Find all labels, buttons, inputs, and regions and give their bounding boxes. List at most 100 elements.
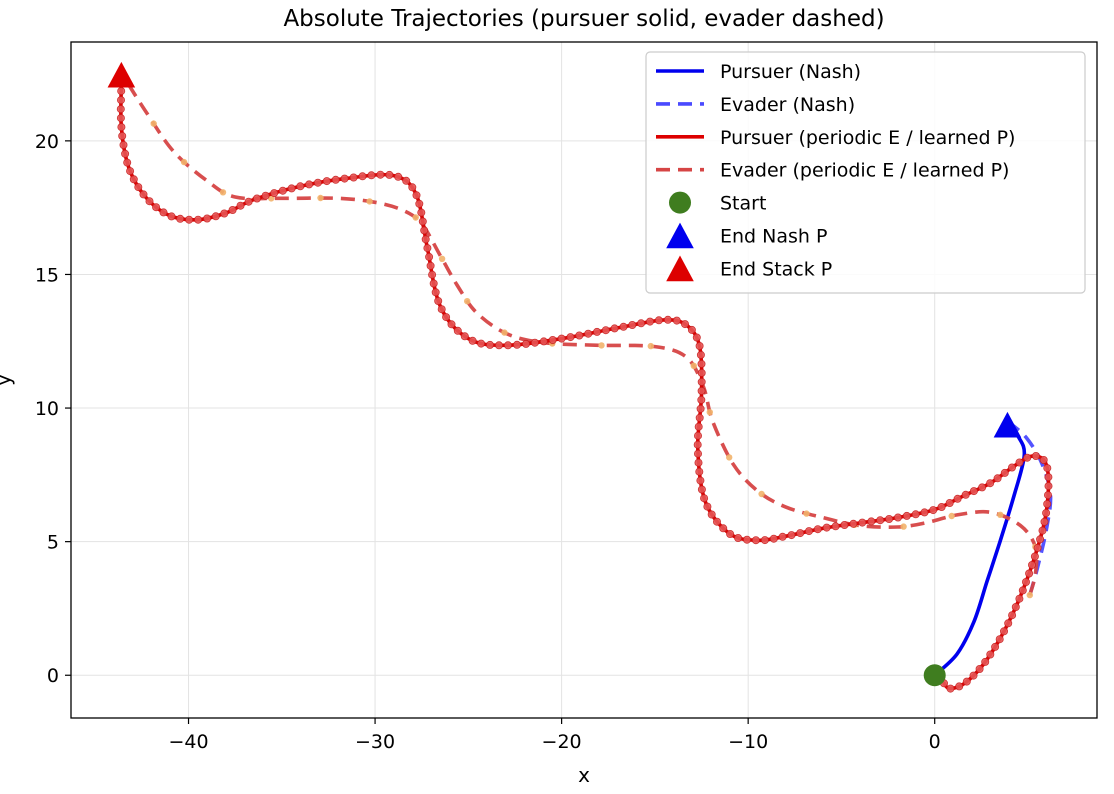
pursuer-sample-point [1028,561,1037,570]
pursuer-sample-point [769,534,778,543]
pursuer-sample-point [975,665,984,674]
pursuer-sample-point [778,532,787,541]
pursuer-sample-point [700,494,709,503]
pursuer-sample-point [969,487,978,496]
pursuer-sample-point [1043,499,1052,508]
legend-label: End Nash P [720,226,827,248]
pursuer-sample-point [696,350,705,359]
pursuer-sample-point [185,215,194,224]
pursuer-sample-point [1044,491,1053,500]
pursuer-sample-point [313,178,322,187]
pursuer-sample-point [1023,453,1032,462]
pursuer-sample-point [159,208,168,217]
pursuer-sample-point [434,296,443,305]
pursuer-sample-point [719,524,728,533]
pursuer-sample-point [1015,458,1024,467]
pursuer-sample-point [986,650,995,659]
pursuer-sample-point [270,189,279,198]
evader-sample-point [726,454,733,461]
evader-sample-point [598,342,605,349]
pursuer-sample-point [962,677,971,686]
pursuer-sample-point [468,336,477,345]
pursuer-sample-point [1022,578,1031,587]
legend-label: Start [720,193,766,215]
pursuer-sample-point [1000,468,1009,477]
pursuer-sample-point [129,175,138,184]
evader-sample-point [180,158,188,166]
pursuer-sample-point [1043,464,1052,473]
evader-sample-point [997,511,1004,518]
pursuer-sample-point [123,158,132,167]
pursuer-sample-point [121,149,130,158]
evader-sample-point [501,329,508,336]
pursuer-sample-point [584,329,593,338]
pursuer-sample-point [697,359,706,368]
pursuer-sample-point [697,485,706,494]
pursuer-sample-point [681,320,690,329]
pursuer-sample-point [902,511,911,520]
pursuer-sample-point [697,368,706,377]
pursuer-sample-point [539,337,548,346]
pursuer-sample-point [694,458,703,467]
pursuer-sample-point [494,341,503,350]
pursuer-sample-point [1036,535,1045,544]
pursuer-sample-point [726,530,735,539]
pursuer-sample-point [557,334,566,343]
legend-label: Pursuer (Nash) [720,61,861,83]
pursuer-sample-point [920,508,929,517]
legend: Pursuer (Nash) Evader (Nash) Pursuer (peri… [645,51,1086,294]
pursuer-sample-point [296,182,305,191]
marker-end-stack-p [107,61,136,88]
evader-sample-point [900,523,907,530]
pursuer-sample-point [203,214,212,223]
pursuer-sample-point [126,167,135,176]
y-tick-label: 0 [47,665,59,687]
pursuer-sample-point [145,197,154,206]
pursuer-sample-point [751,536,760,545]
pursuer-sample-point [402,176,411,185]
pursuer-sample-point [831,522,840,531]
pursuer-sample-point [849,519,858,528]
pursuer-sample-point [1040,517,1049,526]
pursuer-sample-point [610,324,619,333]
pursuer-sample-point [693,440,702,449]
pursuer-sample-point [955,682,964,691]
pursuer-sample-point [244,197,253,206]
pursuer-sample-point [139,190,148,199]
pursuer-sample-point [1038,526,1047,535]
pursuer-sample-point [522,339,531,348]
marker-end-nash-p [993,411,1022,438]
evader-sample-point [150,120,157,127]
series-line-evader-periodic-e-learned-p [125,81,1039,596]
evader-sample-point [317,194,324,202]
legend-label: End Stack P [720,258,832,280]
pursuer-sample-point [167,212,176,221]
pursuer-sample-point [654,316,663,325]
pursuer-sample-point [969,671,978,680]
pursuer-sample-point [787,531,796,540]
pursuer-sample-point [995,635,1004,644]
pursuer-sample-point [692,333,701,342]
pursuer-sample-point [993,474,1002,483]
pursuer-sample-point [530,338,539,347]
marker-start [923,664,946,687]
pursuer-sample-point [981,657,990,666]
pursuer-sample-point [425,252,434,261]
evader-sample-point [464,298,471,305]
axis-ticks: −40 −30 −20 −10 0 0 5 10 15 20 [35,131,941,753]
pursuer-sample-point [252,194,261,203]
pursuer-sample-point [477,339,486,348]
pursuer-sample-point [287,184,296,193]
pursuer-sample-point [687,325,696,334]
pursuer-sample-point [695,413,704,422]
pursuer-sample-point [911,510,920,519]
pursuer-sample-point [707,510,716,519]
pursuer-sample-point [575,331,584,340]
pursuer-sample-point [694,422,703,431]
pursuer-sample-point [447,320,456,329]
pursuer-sample-point [429,279,438,288]
pursuer-sample-point [703,502,712,511]
pursuer-sample-point [415,199,424,208]
pursuer-sample-point [646,317,655,326]
pursuer-sample-point [876,516,885,525]
